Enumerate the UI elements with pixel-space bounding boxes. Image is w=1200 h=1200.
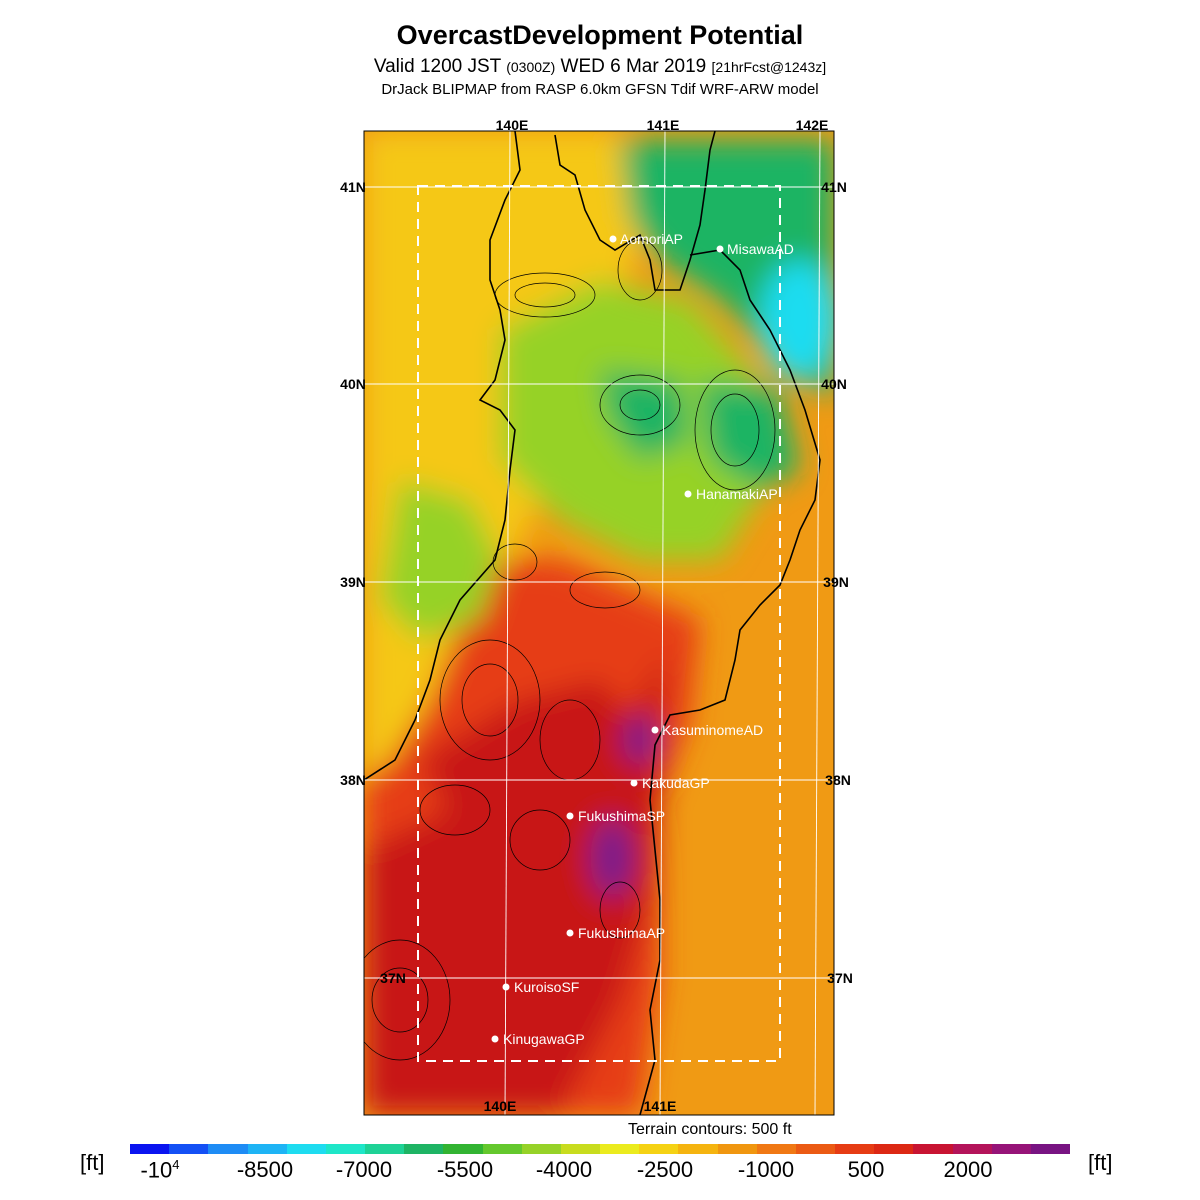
station-label-hanamakiap: HanamakiAP bbox=[696, 486, 778, 502]
legend-label-8: 500 bbox=[847, 1157, 885, 1182]
lat-label-39n-left: 39N bbox=[340, 574, 366, 590]
lat-label-41n-right: 41N bbox=[821, 179, 847, 195]
station-marker bbox=[566, 812, 574, 820]
legend-swatch-5 bbox=[286, 1144, 326, 1154]
lat-label-40n-left: 40N bbox=[340, 376, 366, 392]
lat-label-37n-right: 37N bbox=[827, 970, 853, 986]
lon-label-141e-bottom: 141E bbox=[644, 1098, 677, 1114]
color-scale-bar bbox=[130, 1144, 1071, 1154]
map-frame bbox=[363, 130, 835, 1116]
legend-label-1: -104 bbox=[140, 1157, 179, 1183]
legend-unit-left: [ft] bbox=[80, 1150, 105, 1175]
legend-swatch-11 bbox=[521, 1144, 561, 1154]
station-label-aomoriap: AomoriAP bbox=[620, 231, 683, 247]
station-marker bbox=[651, 726, 659, 734]
legend-label-9: 2000 bbox=[943, 1157, 993, 1182]
legend-swatch-16 bbox=[717, 1144, 757, 1154]
lat-label-38n-right: 38N bbox=[825, 772, 851, 788]
legend-swatch-15 bbox=[678, 1144, 718, 1154]
legend-swatch-22 bbox=[952, 1144, 992, 1154]
terrain-contour-note: Terrain contours: 500 ft bbox=[628, 1121, 792, 1138]
legend-swatch-13 bbox=[600, 1144, 640, 1154]
lat-label-41n-left: 41N bbox=[340, 179, 366, 195]
station-label-kakudagp: KakudaGP bbox=[642, 775, 710, 791]
lon-label-140e-top: 140E bbox=[496, 117, 529, 133]
lat-label-37n-left: 37N bbox=[380, 970, 406, 986]
chart-title: OvercastDevelopment Potential bbox=[396, 20, 804, 50]
station-label-kinugawagp: KinugawaGP bbox=[503, 1031, 585, 1047]
lon-label-142e-top: 142E bbox=[796, 117, 829, 133]
legend-swatch-2 bbox=[169, 1144, 209, 1154]
forecast-date: WED 6 Mar 2019 bbox=[560, 56, 707, 77]
lat-label-40n-right: 40N bbox=[821, 376, 847, 392]
legend-swatch-7 bbox=[365, 1144, 405, 1154]
legend-swatch-18 bbox=[795, 1144, 836, 1154]
legend-label-1-base: -10 bbox=[140, 1157, 173, 1183]
forecast-info: [21hrFcst@1243z] bbox=[711, 59, 827, 75]
station-marker bbox=[502, 983, 510, 991]
station-marker bbox=[684, 490, 692, 498]
station-label-fukushimaap: FukushimaAP bbox=[578, 925, 665, 941]
legend-unit-right: [ft] bbox=[1088, 1150, 1113, 1175]
domain-boundary bbox=[417, 185, 781, 1062]
legend-label-1-exponent: 4 bbox=[172, 1157, 180, 1172]
legend-swatch-17 bbox=[756, 1144, 796, 1154]
legend-swatch-8 bbox=[404, 1144, 444, 1154]
legend-swatch-10 bbox=[482, 1144, 522, 1154]
legend-label-2: -8500 bbox=[236, 1157, 294, 1182]
legend-label-7: -1000 bbox=[737, 1157, 795, 1182]
station-label-fukushimasp: FukushimaSP bbox=[578, 808, 665, 824]
station-marker bbox=[630, 779, 638, 787]
legend-swatch-21 bbox=[913, 1144, 953, 1154]
color-field bbox=[364, 131, 834, 1115]
station-marker bbox=[566, 929, 574, 937]
lon-label-140e-bottom: 140E bbox=[484, 1098, 517, 1114]
legend-label-6: -2500 bbox=[636, 1157, 694, 1182]
legend-label-3: -7000 bbox=[335, 1157, 393, 1182]
legend-swatch-23 bbox=[991, 1144, 1031, 1154]
legend-swatch-24 bbox=[1030, 1144, 1071, 1154]
legend-swatch-20 bbox=[874, 1144, 914, 1154]
station-label-kasuminomead: KasuminomeAD bbox=[662, 722, 763, 738]
station-marker bbox=[491, 1035, 499, 1043]
station-label-misawaad: MisawaAD bbox=[727, 241, 794, 257]
legend-swatch-14 bbox=[639, 1144, 679, 1154]
legend-swatch-1 bbox=[130, 1144, 170, 1154]
station-marker bbox=[716, 245, 724, 253]
station-label-kuroisosf: KuroisoSF bbox=[514, 979, 579, 995]
valid-label: Valid 1200 JST bbox=[373, 56, 501, 77]
legend-swatch-9 bbox=[443, 1144, 483, 1154]
valid-time-line: Valid 1200 JST (0300Z) WED 6 Mar 2019 [2… bbox=[0, 56, 1200, 78]
legend-swatch-3 bbox=[208, 1144, 248, 1154]
legend-label-5: -4000 bbox=[535, 1157, 593, 1182]
station-marker bbox=[609, 235, 617, 243]
zulu-time: (0300Z) bbox=[506, 59, 556, 75]
lon-label-141e-top: 141E bbox=[647, 117, 680, 133]
legend-swatch-6 bbox=[325, 1144, 366, 1154]
legend-swatch-12 bbox=[560, 1144, 601, 1154]
lat-label-39n-right: 39N bbox=[823, 574, 849, 590]
model-description: DrJack BLIPMAP from RASP 6.0km GFSN Tdif… bbox=[381, 81, 819, 98]
legend-swatch-4 bbox=[247, 1144, 287, 1154]
legend-swatch-19 bbox=[835, 1144, 875, 1154]
lat-label-38n-left: 38N bbox=[340, 772, 366, 788]
graticule bbox=[364, 130, 834, 1116]
legend-label-4: -5500 bbox=[436, 1157, 494, 1182]
